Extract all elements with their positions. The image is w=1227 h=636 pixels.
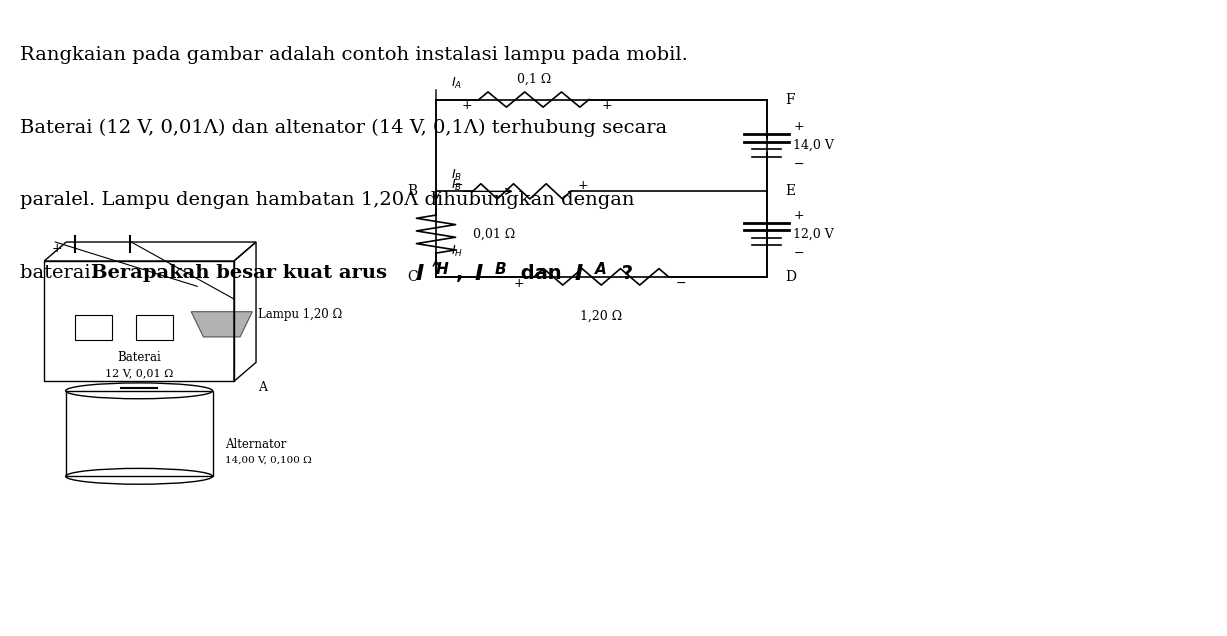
Text: +: + <box>52 242 61 255</box>
Text: 14,0 V: 14,0 V <box>794 139 834 152</box>
Text: $\boldsymbol{I}$: $\boldsymbol{I}$ <box>574 264 584 284</box>
Text: $\boldsymbol{H}$: $\boldsymbol{H}$ <box>434 261 449 277</box>
Text: $\boldsymbol{I}$: $\boldsymbol{I}$ <box>474 264 483 284</box>
Text: +: + <box>578 179 588 191</box>
Text: B: B <box>407 184 417 198</box>
Text: A: A <box>259 381 267 394</box>
Text: baterai.: baterai. <box>20 264 103 282</box>
Text: ?: ? <box>615 264 633 283</box>
Text: D: D <box>785 270 796 284</box>
Text: +: + <box>794 120 804 133</box>
Text: C: C <box>407 270 417 284</box>
Text: 12,0 V: 12,0 V <box>794 228 834 240</box>
Polygon shape <box>191 312 253 337</box>
Text: +: + <box>601 99 612 113</box>
Text: $I_A$: $I_A$ <box>450 76 461 91</box>
Text: paralel. Lampu dengan hambatan 1,20Λ dihubungkan dengan: paralel. Lampu dengan hambatan 1,20Λ dih… <box>20 191 634 209</box>
Text: −: − <box>794 158 804 171</box>
Text: E: E <box>785 184 795 198</box>
Text: −: − <box>676 277 686 289</box>
Text: $\boldsymbol{I}$: $\boldsymbol{I}$ <box>415 264 425 284</box>
Text: $\boldsymbol{B}$: $\boldsymbol{B}$ <box>493 261 507 277</box>
Text: Lampu 1,20 Ω: Lampu 1,20 Ω <box>259 308 342 321</box>
Text: 12 V, 0,01 Ω: 12 V, 0,01 Ω <box>106 368 173 378</box>
Text: +: + <box>514 277 525 289</box>
Text: $\boldsymbol{A}$: $\boldsymbol{A}$ <box>594 261 607 277</box>
Text: Baterai: Baterai <box>118 351 161 364</box>
Text: Baterai (12 V, 0,01Λ) dan altenator (14 V, 0,1Λ) terhubung secara: Baterai (12 V, 0,01Λ) dan altenator (14 … <box>20 118 667 137</box>
Text: 14,00 V, 0,100 Ω: 14,00 V, 0,100 Ω <box>225 456 312 465</box>
Text: ,: , <box>455 264 470 283</box>
Text: 1,20 Ω: 1,20 Ω <box>580 310 622 322</box>
Text: −: − <box>794 247 804 259</box>
Text: +: + <box>794 209 804 221</box>
Text: $I_B$: $I_B$ <box>450 177 461 193</box>
Text: dan: dan <box>514 264 568 283</box>
Text: $I_H$: $I_H$ <box>450 244 463 259</box>
Text: $I_B$: $I_B$ <box>450 168 461 183</box>
Text: F: F <box>785 93 795 107</box>
Text: +: + <box>461 99 472 113</box>
Text: Berapakah besar kuat arus: Berapakah besar kuat arus <box>91 264 394 282</box>
Text: −: − <box>453 179 464 191</box>
Text: 0,01 Ω: 0,01 Ω <box>472 228 515 240</box>
Text: 0,1 Ω: 0,1 Ω <box>517 73 551 86</box>
Text: Rangkaian pada gambar adalah contoh instalasi lampu pada mobil.: Rangkaian pada gambar adalah contoh inst… <box>20 46 687 64</box>
Text: Alternator: Alternator <box>225 438 286 451</box>
